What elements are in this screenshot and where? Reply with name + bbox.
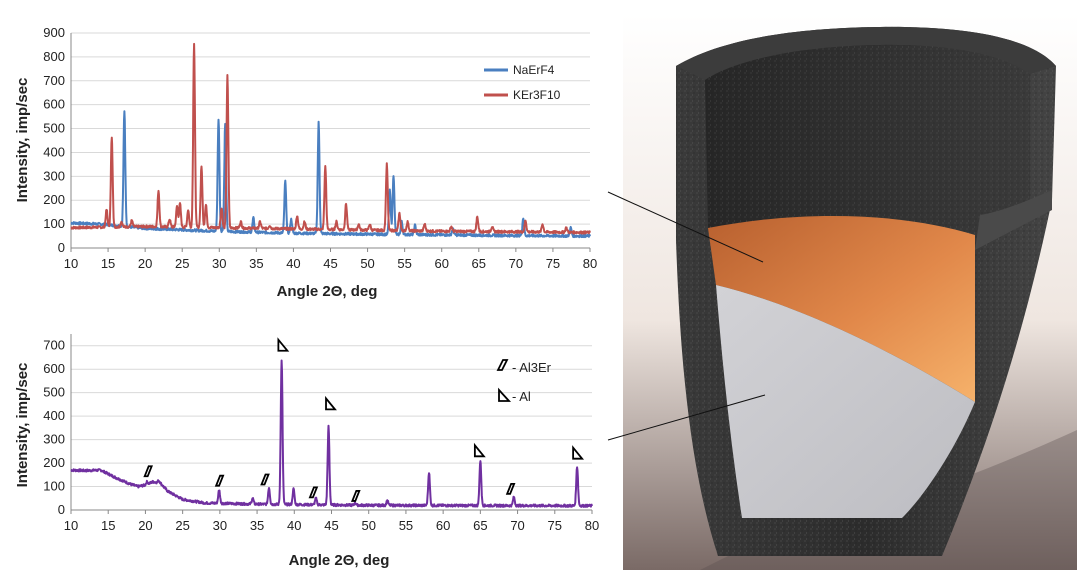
- crucible-illustration: [607, 14, 1077, 570]
- y-tick-label: 0: [58, 502, 65, 517]
- x-tick-label: 20: [138, 518, 152, 533]
- marker-al3er: [143, 465, 153, 478]
- x-tick-label: 30: [213, 518, 227, 533]
- y-tick-label: 600: [43, 97, 65, 112]
- x-tick-label: 70: [509, 256, 523, 271]
- x-tick-label: 25: [175, 518, 189, 533]
- y-tick-label: 400: [43, 144, 65, 159]
- x-tick-label: 40: [286, 256, 300, 271]
- marker-al3er: [214, 474, 225, 487]
- y-tick-label: 400: [43, 408, 65, 423]
- leader-line-grey: [607, 394, 766, 441]
- bottom-phase-markers: [143, 337, 585, 502]
- top-x-axis-label: Angle 2Θ, deg: [277, 283, 378, 300]
- marker-al: [277, 337, 290, 352]
- crucible-rim: [676, 26, 1056, 80]
- x-tick-label: 20: [138, 256, 152, 271]
- y-tick-label: 700: [43, 73, 65, 88]
- x-tick-label: 55: [399, 518, 413, 533]
- series-line-naerf4: [70, 110, 591, 239]
- top-gridlines: [71, 32, 590, 225]
- x-tick-label: 75: [546, 256, 560, 271]
- top-legend: NaErF4 KEr3F10: [484, 63, 561, 102]
- bottom-legend: - Al3Er - Al: [496, 359, 552, 404]
- bottom-series-line: [70, 359, 593, 508]
- x-tick-label: 50: [361, 518, 375, 533]
- y-tick-label: 700: [43, 338, 65, 353]
- x-tick-label: 10: [64, 518, 78, 533]
- x-tick-label: 10: [64, 256, 78, 271]
- x-tick-label: 15: [101, 518, 115, 533]
- bottom-y-tick-labels: 0 100 200 300 400 500 600 700: [43, 338, 65, 517]
- y-tick-label: 900: [43, 25, 65, 40]
- y-tick-label: 100: [43, 479, 65, 494]
- legend-label-al3er: - Al3Er: [512, 360, 552, 375]
- x-tick-label: 50: [360, 256, 374, 271]
- y-tick-label: 100: [43, 216, 65, 231]
- legend-label-ker3f10: KEr3F10: [513, 88, 561, 102]
- marker-al3er: [505, 482, 516, 495]
- series-line-0: [70, 359, 593, 508]
- x-tick-label: 65: [472, 256, 486, 271]
- x-tick-label: 80: [583, 256, 597, 271]
- x-tick-label: 35: [249, 256, 263, 271]
- series-line-ker3f10: [70, 42, 591, 235]
- top-y-tick-labels: 0 100 200 300 400 500 600 700 800 900: [43, 25, 65, 255]
- x-tick-label: 15: [101, 256, 115, 271]
- x-tick-label: 30: [212, 256, 226, 271]
- x-tick-label: 40: [287, 518, 301, 533]
- x-tick-label: 60: [434, 256, 448, 271]
- marker-al: [325, 395, 337, 411]
- x-tick-label: 60: [436, 518, 450, 533]
- marker-al3er: [308, 486, 319, 499]
- orange-layer: [708, 215, 975, 402]
- legend-label-al: - Al: [512, 389, 531, 404]
- y-tick-label: 500: [43, 121, 65, 136]
- top-x-tick-labels: 10 15 20 25 30 35 40 45 50 55 60 65 70 75 80: [64, 248, 597, 271]
- marker-al: [572, 445, 585, 460]
- x-tick-label: 65: [473, 518, 487, 533]
- marker-al: [473, 442, 486, 458]
- x-tick-label: 70: [510, 518, 524, 533]
- y-tick-label: 600: [43, 361, 65, 376]
- al3er-marker-icon: [496, 359, 509, 371]
- y-tick-label: 300: [43, 168, 65, 183]
- bottom-x-axis-label: Angle 2Θ, deg: [289, 552, 390, 569]
- x-tick-label: 45: [323, 256, 337, 271]
- chart-top: 10 15 20 25 30 35 40 45 50 55 60 65 70 75 80 0 100 200 30…: [14, 25, 597, 300]
- x-tick-label: 55: [397, 256, 411, 271]
- legend-label-naerf4: NaErF4: [513, 63, 555, 77]
- y-tick-label: 0: [58, 240, 65, 255]
- bottom-x-tick-labels: 10 15 20 25 30 35 40 45 50 55 60 65 70 75 80: [64, 510, 599, 533]
- leader-line-orange: [607, 191, 764, 263]
- x-tick-label: 75: [548, 518, 562, 533]
- top-series-lines: [70, 42, 591, 239]
- y-tick-label: 200: [43, 455, 65, 470]
- marker-al3er: [260, 473, 270, 486]
- y-tick-label: 800: [43, 49, 65, 64]
- x-tick-label: 80: [585, 518, 599, 533]
- x-tick-label: 35: [250, 518, 264, 533]
- bottom-y-axis-label: Intensity, imp/sec: [14, 363, 31, 488]
- chart-bottom: 10 15 20 25 30 35 40 45 50 55 60 65 70 75 80 0 100 200 30…: [14, 334, 599, 569]
- grey-layer: [716, 285, 975, 518]
- y-tick-label: 500: [43, 385, 65, 400]
- x-tick-label: 45: [324, 518, 338, 533]
- marker-al3er: [350, 490, 361, 502]
- y-tick-label: 300: [43, 432, 65, 447]
- y-tick-label: 200: [43, 192, 65, 207]
- bottom-gridlines: [71, 345, 592, 488]
- top-y-axis-label: Intensity, imp/sec: [14, 78, 31, 203]
- crucible-cut-edge: [975, 190, 1052, 250]
- al-marker-icon: [498, 387, 512, 402]
- x-tick-label: 25: [175, 256, 189, 271]
